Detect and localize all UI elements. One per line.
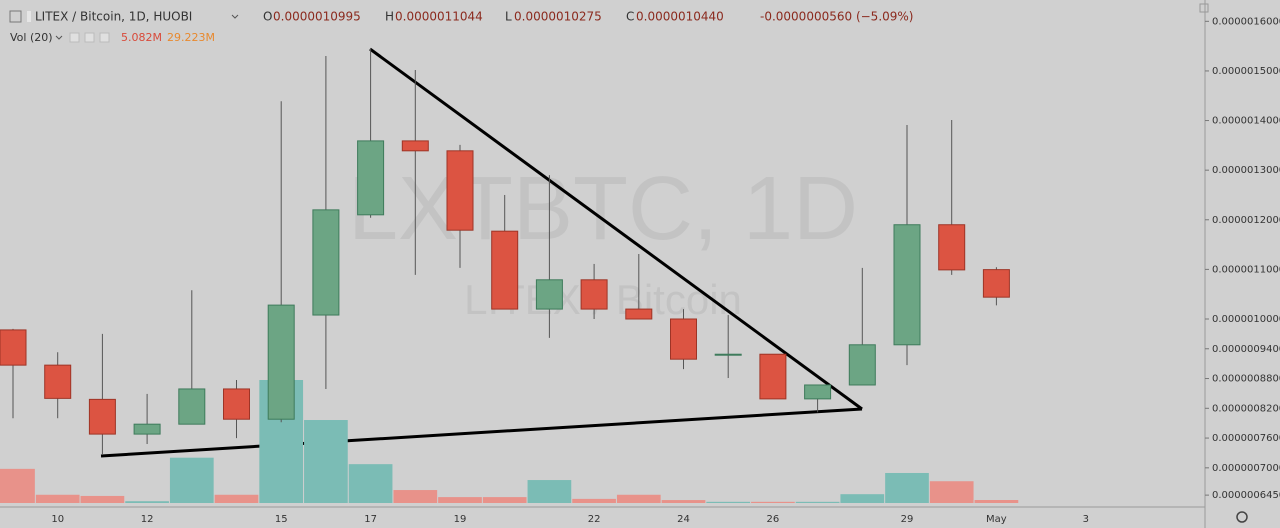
- y-tick-label: 0.0000007600: [1212, 433, 1280, 444]
- y-tick-label: 0.0000011000: [1212, 264, 1280, 275]
- volume-bar: [795, 501, 840, 503]
- x-tick-label: 17: [364, 514, 377, 525]
- candle-body: [401, 140, 429, 152]
- watermark: LXTBTC, 1D: [348, 159, 858, 259]
- candle-body: [0, 329, 27, 366]
- volume-bar: [482, 497, 527, 503]
- x-tick-label: 19: [454, 514, 467, 525]
- candle-body: [804, 384, 832, 400]
- volume-bar: [304, 420, 348, 503]
- ohlc-value: 0.0000011044: [395, 10, 483, 24]
- x-tick-label: 24: [677, 514, 690, 525]
- close-icon[interactable]: [99, 32, 110, 43]
- volume-bar: [80, 495, 125, 503]
- x-tick-label: 15: [275, 514, 288, 525]
- volume-bar: [393, 490, 438, 503]
- y-tick-label: 0.0000008800: [1212, 374, 1280, 385]
- candle-body: [88, 398, 116, 435]
- eye-icon[interactable]: [69, 32, 80, 43]
- y-tick-label: 0.0000013000: [1212, 165, 1280, 176]
- candle-body: [625, 308, 653, 320]
- candle-body: [848, 344, 876, 386]
- ohlc-label: C: [626, 10, 634, 24]
- volume-bar: [661, 500, 706, 503]
- volume-ma: 29.223M: [167, 31, 215, 44]
- volume-bar: [348, 464, 393, 503]
- collapse-icon[interactable]: [9, 10, 22, 23]
- volume-bar: [885, 472, 929, 503]
- ohlc-value: 0.0000010995: [273, 10, 361, 24]
- ohlc-label: H: [385, 10, 394, 24]
- volume-bar: [572, 498, 616, 503]
- ohlc-value: 0.0000010440: [636, 10, 724, 24]
- volume-bar: [616, 494, 661, 503]
- candle-body: [446, 150, 474, 231]
- candle-body: [312, 209, 340, 316]
- candle-body: [714, 353, 742, 356]
- volume-bar: [840, 494, 885, 503]
- change: -0.0000000560 (−5.09%): [760, 10, 913, 24]
- volume-name: Vol (20): [10, 31, 53, 44]
- candle-body: [982, 269, 1010, 298]
- x-tick-label: May: [986, 514, 1007, 525]
- candle-body: [267, 304, 295, 420]
- volume-bar: [929, 481, 974, 503]
- candle-body: [893, 224, 921, 346]
- candle-body: [357, 140, 385, 216]
- ohlc-label: L: [505, 10, 512, 24]
- x-tick-label: 26: [767, 514, 780, 525]
- candle-body: [133, 423, 161, 435]
- candle-body: [491, 230, 519, 310]
- dropdown-icon[interactable]: [231, 14, 239, 19]
- y-tick-label: 0.0000008200: [1212, 403, 1280, 414]
- candle-body: [938, 224, 966, 271]
- volume-bar: [214, 494, 259, 503]
- scale-icon[interactable]: [1199, 3, 1209, 13]
- volume-bar: [751, 501, 795, 503]
- volume-bar: [527, 480, 572, 503]
- x-tick-label: 10: [51, 514, 64, 525]
- y-tick-label: 0.0000015000: [1212, 66, 1280, 77]
- volume-bar: [0, 468, 35, 503]
- x-tick-label: 12: [141, 514, 154, 525]
- ohlc-label: O: [263, 10, 272, 24]
- candle-body: [580, 279, 608, 310]
- candle-body: [759, 353, 787, 400]
- y-tick-label: 0.0000006450: [1212, 490, 1280, 501]
- volume-bar: [169, 457, 214, 503]
- volume-bar: [438, 497, 482, 503]
- y-tick-label: 0.0000012000: [1212, 215, 1280, 226]
- volume-value: 5.082M: [121, 31, 162, 44]
- dropdown-icon[interactable]: [55, 35, 63, 40]
- y-tick-label: 0.0000016000: [1212, 16, 1280, 27]
- ohlc-value: 0.0000010275: [514, 10, 602, 24]
- x-tick-label: 3: [1083, 514, 1089, 525]
- volume-bar: [35, 494, 80, 503]
- y-tick-label: 0.0000007000: [1212, 463, 1280, 474]
- y-tick-label: 0.0000010000: [1212, 314, 1280, 325]
- symbol-icon: [27, 11, 31, 22]
- x-tick-label: 22: [588, 514, 601, 525]
- symbol-title: LITEX / Bitcoin, 1D, HUOBI: [35, 10, 192, 24]
- volume-bar: [706, 501, 751, 503]
- candle-body: [535, 279, 563, 310]
- candle-body: [223, 388, 250, 420]
- volume-bar: [125, 501, 169, 503]
- candle-body: [44, 364, 72, 399]
- y-tick-label: 0.0000009400: [1212, 344, 1280, 355]
- trendline: [100, 407, 863, 458]
- volume-bar: [974, 500, 1019, 503]
- candle-body: [670, 318, 697, 360]
- y-tick-label: 0.0000014000: [1212, 116, 1280, 127]
- settings-gear[interactable]: [1236, 511, 1248, 523]
- x-tick-label: 29: [901, 514, 914, 525]
- settings-icon[interactable]: [84, 32, 95, 43]
- trendline: [369, 47, 863, 411]
- candle-body: [178, 388, 206, 425]
